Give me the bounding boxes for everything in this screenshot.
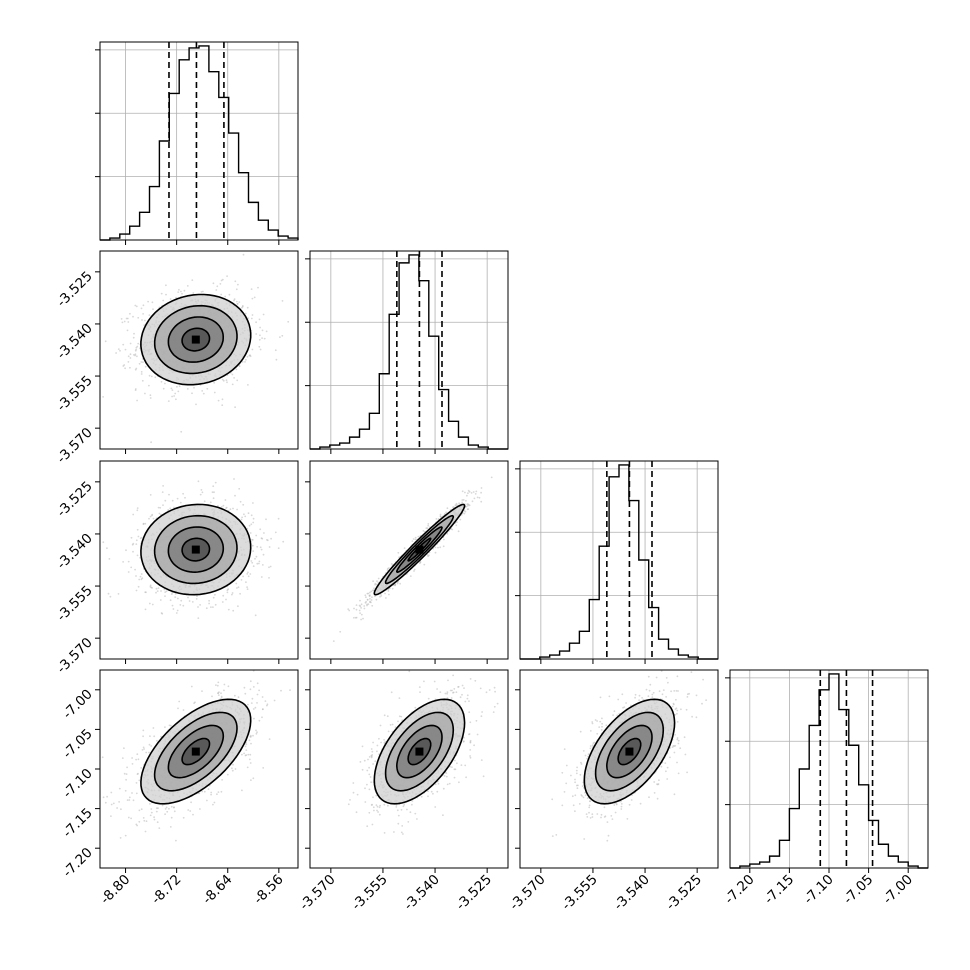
x-tick-label: -7.00 <box>880 872 916 908</box>
x-tick-label: -3.555 <box>559 872 601 914</box>
x-tick-label: -3.540 <box>401 872 443 914</box>
y-tick-label: -3.555 <box>54 583 96 625</box>
y-tick-label: -7.05 <box>60 726 96 762</box>
y-tick-label: -7.15 <box>60 805 96 841</box>
y-tick-label: -3.570 <box>54 635 96 677</box>
panel-frame <box>99 250 299 450</box>
y-tick-label: -3.555 <box>54 373 96 415</box>
x-tick-label: -3.525 <box>663 872 705 914</box>
histogram-p1 <box>100 45 299 241</box>
y-tick-label: -3.540 <box>54 320 96 362</box>
x-tick-label: -8.80 <box>97 872 133 908</box>
scatter-panel-p2-p4 <box>305 669 509 873</box>
hist-panel-p3 <box>515 460 719 664</box>
scatter-panel-p1-p3 <box>95 460 299 664</box>
x-tick-label: -7.15 <box>761 872 797 908</box>
histogram-p3 <box>520 464 718 660</box>
x-tick-label: -8.72 <box>148 872 184 908</box>
scatter-area <box>102 478 285 619</box>
density-peak <box>415 545 424 554</box>
scatter-area <box>102 253 290 444</box>
hist-frame <box>519 460 719 660</box>
x-tick-label: -3.540 <box>611 872 653 914</box>
density-peak <box>191 747 200 756</box>
scatter-panel-p1-p4 <box>95 669 299 873</box>
x-tick-label: -3.525 <box>453 872 495 914</box>
scatter-area <box>101 670 291 842</box>
x-tick-label: -3.555 <box>349 872 391 914</box>
y-tick-label: -3.525 <box>54 478 96 520</box>
x-tick-label: -3.570 <box>297 872 339 914</box>
hist-panel-p2 <box>305 250 509 454</box>
x-tick-label: -8.56 <box>251 872 287 908</box>
scatter-area <box>332 476 493 642</box>
y-tick-label: -7.20 <box>60 845 96 881</box>
x-tick-label: -3.570 <box>507 872 549 914</box>
scatter-area <box>347 670 499 835</box>
hist-frame <box>309 250 509 450</box>
y-tick-label: -3.525 <box>54 268 96 310</box>
scatter-panel-p3-p4 <box>515 669 719 873</box>
density-peak <box>625 747 634 756</box>
x-tick-label: -7.10 <box>801 872 837 908</box>
histogram-p4 <box>730 673 928 869</box>
scatter-panel-p1-p2 <box>95 250 299 454</box>
scatter-area <box>551 670 707 842</box>
hist-panel-p4 <box>725 669 929 873</box>
panel-frame <box>99 460 299 660</box>
y-tick-label: -7.00 <box>60 686 96 722</box>
density-peak <box>191 545 200 554</box>
panel-frame <box>309 460 509 660</box>
x-tick-label: -7.20 <box>722 872 758 908</box>
y-tick-label: -7.10 <box>60 766 96 802</box>
x-tick-label: -8.64 <box>200 872 236 908</box>
density-peak <box>415 747 424 756</box>
y-tick-label: -3.570 <box>54 425 96 467</box>
hist-frame <box>99 41 299 241</box>
scatter-panel-p2-p3 <box>305 460 509 664</box>
y-tick-label: -3.540 <box>54 530 96 572</box>
hist-panel-p1 <box>95 41 299 245</box>
x-tick-label: -7.05 <box>840 872 876 908</box>
density-peak <box>191 335 200 344</box>
histogram-p2 <box>310 254 508 450</box>
